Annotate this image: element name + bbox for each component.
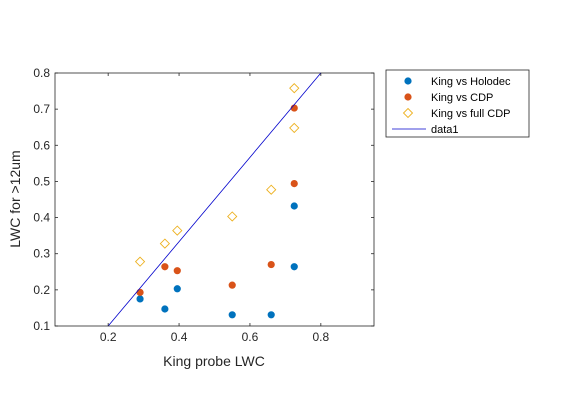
data-point xyxy=(161,263,169,271)
x-axis-ticks: 0.2 0.4 0.6 0.8 xyxy=(100,73,329,344)
legend[interactable]: King vs Holodec King vs CDP King vs full C… xyxy=(385,69,530,138)
data-point xyxy=(172,225,183,236)
data-point xyxy=(228,311,236,319)
legend-swatch xyxy=(402,107,414,119)
x-tick-label: 0.4 xyxy=(171,330,188,344)
y-tick-label: 0.1 xyxy=(33,319,50,333)
y-tick-label: 0.6 xyxy=(33,138,50,152)
data-point xyxy=(134,256,146,267)
data-point xyxy=(227,211,238,222)
y-tick-label: 0.8 xyxy=(33,66,50,80)
data-point xyxy=(136,295,144,303)
x-tick-label: 0.8 xyxy=(312,330,329,344)
data-point xyxy=(289,122,300,134)
legend-label: King vs Holodec xyxy=(431,76,511,88)
legend-label: King vs CDP xyxy=(431,92,493,104)
data-point xyxy=(173,267,181,275)
legend-item[interactable]: King vs CDP xyxy=(404,92,494,104)
data-point xyxy=(266,184,277,195)
data-point xyxy=(289,83,300,94)
legend-swatch xyxy=(404,93,412,101)
data-point xyxy=(159,238,171,249)
data-point xyxy=(267,311,275,319)
data-point xyxy=(290,104,298,112)
y-axis-label: LWC for >12um xyxy=(7,150,23,247)
y-tick-label: 0.3 xyxy=(33,247,50,261)
y-axis-ticks: 0.1 0.2 0.3 0.4 0.5 0.6 0.7 0.8 xyxy=(33,66,374,333)
data-point xyxy=(290,179,298,188)
y-tick-label: 0.4 xyxy=(33,211,50,225)
y-tick-label: 0.7 xyxy=(33,102,50,116)
data-point xyxy=(161,305,169,313)
data-point xyxy=(290,202,298,210)
plot-area: 0.2 0.4 0.6 0.8 0.1 0.2 0.3 0.4 0.5 0.6 0.7 0.8 xyxy=(33,66,375,344)
legend-item[interactable]: data1 xyxy=(392,124,459,136)
series-0 xyxy=(136,202,298,319)
legend-swatch xyxy=(404,77,412,85)
x-axis-label: King probe LWC xyxy=(163,353,265,369)
legend-label: data1 xyxy=(431,124,459,136)
y-tick-label: 0.5 xyxy=(33,174,50,188)
legend-label: King vs full CDP xyxy=(431,108,510,120)
x-tick-label: 0.6 xyxy=(242,330,259,344)
data-point xyxy=(173,285,181,293)
data-point xyxy=(290,263,298,271)
x-tick-label: 0.2 xyxy=(100,330,117,344)
data-point xyxy=(267,260,275,269)
legend-item[interactable]: King vs full CDP xyxy=(402,107,511,120)
series-2 xyxy=(134,83,300,267)
data-point xyxy=(228,281,236,289)
y-tick-label: 0.2 xyxy=(33,283,50,297)
data-marks xyxy=(107,72,322,327)
series-3 xyxy=(107,72,322,327)
series-line xyxy=(107,72,322,327)
legend-item[interactable]: King vs Holodec xyxy=(404,76,511,88)
